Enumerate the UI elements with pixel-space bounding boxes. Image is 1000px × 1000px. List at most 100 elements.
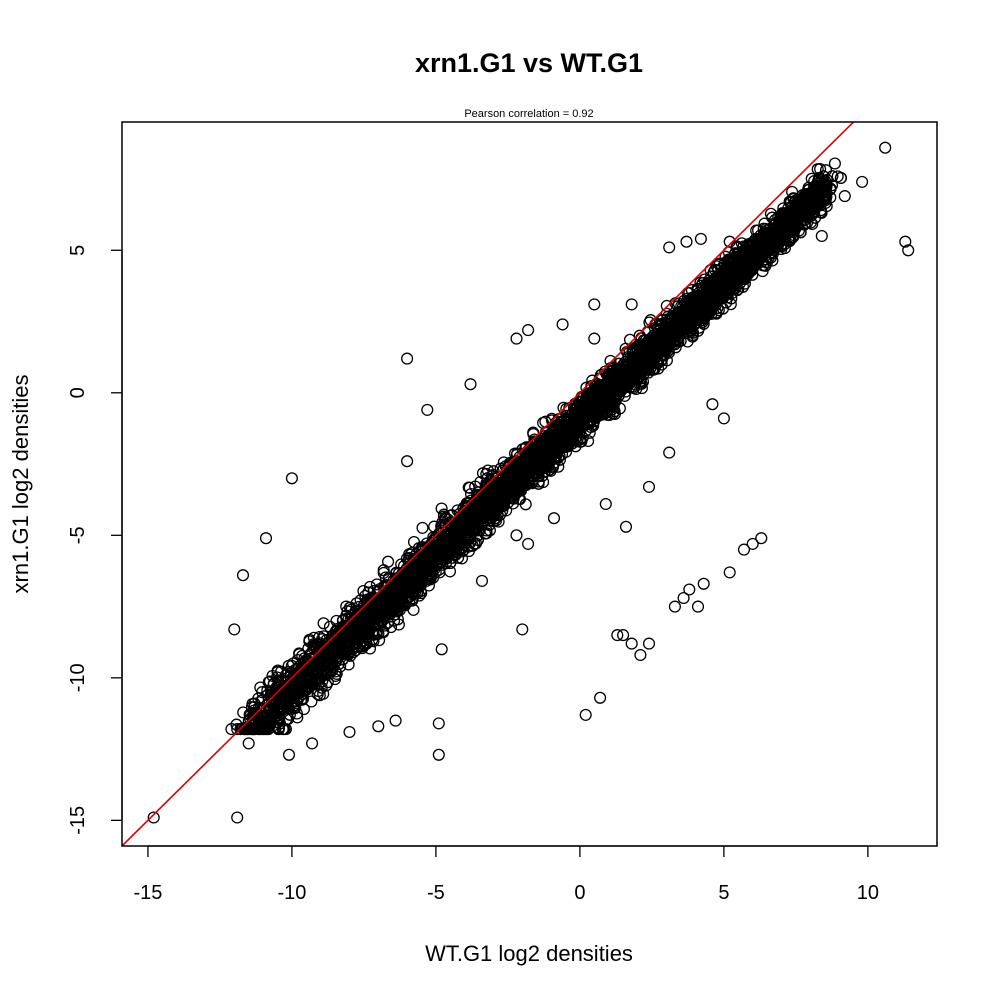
cloud-point: [554, 441, 568, 454]
cloud-point: [368, 593, 381, 606]
cloud-point: [406, 577, 419, 590]
cloud-point: [494, 508, 507, 521]
cloud-point: [817, 190, 830, 203]
cloud-point: [259, 718, 272, 731]
cloud-point: [461, 499, 474, 512]
cloud-point: [246, 723, 259, 736]
cloud-point: [490, 502, 503, 515]
data-point: [642, 480, 656, 493]
cloud-point: [517, 460, 530, 473]
cloud-point: [326, 632, 339, 645]
cloud-point: [756, 265, 769, 278]
cloud-point: [685, 300, 699, 313]
data-point: [432, 717, 445, 730]
y-tick-label: -5: [67, 526, 89, 544]
cloud-point: [373, 634, 386, 647]
cloud-point: [241, 723, 254, 736]
cloud-point: [776, 207, 789, 220]
data-point: [663, 446, 676, 459]
data-point: [617, 629, 630, 642]
data-point: [694, 232, 707, 245]
cloud-point: [834, 171, 848, 184]
data-point: [228, 623, 241, 636]
data-point: [306, 737, 319, 750]
y-tick-label: 0: [67, 387, 89, 398]
cloud-point: [416, 521, 429, 534]
cloud-point: [796, 189, 809, 202]
cloud-point: [771, 225, 784, 238]
cloud-point: [484, 486, 497, 499]
cloud-point: [298, 660, 311, 673]
cloud-point: [607, 390, 620, 403]
cloud-point: [498, 481, 511, 494]
cloud-point: [487, 515, 500, 528]
data-point: [579, 708, 592, 721]
cloud-point: [534, 438, 547, 451]
cloud-point: [272, 713, 285, 726]
cloud-point: [309, 664, 322, 677]
cloud-point: [604, 387, 617, 400]
cloud-point: [630, 361, 644, 374]
data-point: [372, 720, 385, 733]
data-point: [625, 637, 638, 650]
data-point: [147, 811, 160, 824]
cloud-point: [344, 613, 357, 626]
cloud-point: [524, 453, 537, 466]
cloud-point: [395, 588, 409, 601]
data-point: [599, 497, 612, 511]
cloud-point: [288, 701, 301, 714]
chart-subtitle: Pearson correlation = 0.92: [464, 108, 593, 120]
cloud-point: [254, 722, 267, 735]
cloud-point: [431, 549, 445, 562]
data-point: [611, 629, 624, 642]
cloud-point: [804, 210, 817, 223]
cloud-point: [743, 244, 756, 257]
cloud-point: [267, 677, 280, 690]
cloud-point: [361, 605, 374, 618]
cloud-point: [405, 567, 418, 580]
cloud-point: [547, 446, 560, 460]
cloud-point: [391, 591, 404, 605]
data-point: [737, 543, 751, 556]
data-point: [556, 318, 569, 331]
y-axis: -15 -10 -5 0 5: [67, 245, 123, 835]
cloud-point: [294, 686, 307, 699]
cloud-point: [308, 651, 321, 664]
cloud-point: [307, 642, 320, 655]
cloud-point: [392, 600, 405, 613]
cloud-point: [450, 542, 463, 555]
cloud-point: [441, 528, 454, 541]
cloud-point: [715, 270, 728, 283]
cloud-point: [635, 351, 648, 364]
cloud-point: [780, 225, 793, 238]
cloud-point: [449, 548, 462, 561]
x-tick-label: 10: [857, 882, 879, 904]
cloud-point: [447, 528, 460, 541]
data-point: [475, 574, 489, 587]
data-point: [815, 229, 828, 243]
cloud-point: [762, 251, 775, 264]
cloud-point: [707, 298, 720, 311]
cloud-point: [724, 298, 737, 311]
data-point: [594, 691, 607, 704]
data-point: [856, 175, 869, 188]
data-point: [510, 332, 523, 345]
cloud-point: [237, 706, 250, 719]
data-point: [634, 648, 647, 662]
fit-line: [121, 121, 855, 847]
data-point: [588, 298, 601, 311]
cloud-point: [347, 642, 360, 655]
cloud-point: [250, 710, 263, 723]
data-point: [401, 455, 414, 468]
cloud-point: [410, 581, 423, 594]
data-point: [691, 600, 705, 613]
cloud-point: [604, 382, 618, 395]
cloud-point: [642, 348, 655, 361]
data-point: [625, 298, 638, 311]
cloud-point: [326, 664, 339, 677]
y-tick-label: -10: [67, 663, 89, 692]
cloud-point: [730, 260, 743, 273]
cloud-point: [374, 619, 387, 632]
cloud-point: [343, 601, 356, 614]
